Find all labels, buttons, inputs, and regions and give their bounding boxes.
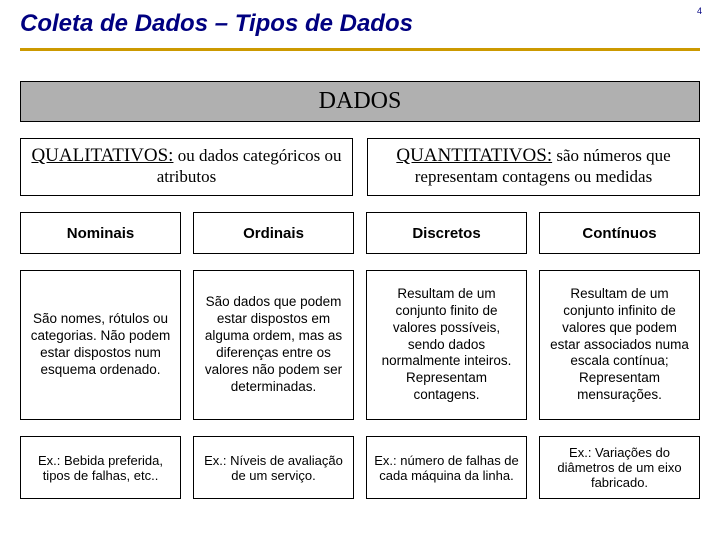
examples-row: Ex.: Bebida preferida, tipos de falhas, … (20, 436, 700, 499)
col-nominais-example: Ex.: Bebida preferida, tipos de falhas, … (20, 436, 181, 499)
content-area: DADOS QUALITATIVOS: ou dados categóricos… (0, 51, 720, 499)
col-nominais-desc: São nomes, rótulos ou categorias. Não po… (20, 270, 181, 420)
qualitativos-rest: ou dados categóricos ou atributos (157, 146, 342, 186)
col-continuos-name: Contínuos (539, 212, 700, 254)
col-discretos-example: Ex.: número de falhas de cada máquina da… (366, 436, 527, 499)
col-discretos-desc: Resultam de um conjunto finito de valore… (366, 270, 527, 420)
col-nominais-name: Nominais (20, 212, 181, 254)
col-ordinais-desc: São dados que podem estar dispostos em a… (193, 270, 354, 420)
page-number: 4 (697, 6, 702, 16)
col-continuos-example: Ex.: Variações do diâmetros de um eixo f… (539, 436, 700, 499)
col-ordinais-name: Ordinais (193, 212, 354, 254)
title-area: Coleta de Dados – Tipos de Dados (0, 0, 720, 46)
col-ordinais-example: Ex.: Níveis de avaliação de um serviço. (193, 436, 354, 499)
qualitativos-lead: QUALITATIVOS: (31, 145, 173, 166)
quantitativos-box: QUANTITATIVOS: são números que represent… (367, 138, 700, 196)
type-names-row: Nominais Ordinais Discretos Contínuos (20, 212, 700, 254)
col-discretos-name: Discretos (366, 212, 527, 254)
qualitativos-box: QUALITATIVOS: ou dados categóricos ou at… (20, 138, 353, 196)
category-row: QUALITATIVOS: ou dados categóricos ou at… (20, 138, 700, 196)
slide-title: Coleta de Dados – Tipos de Dados (20, 10, 700, 38)
quantitativos-lead: QUANTITATIVOS: (396, 145, 552, 166)
descriptions-row: São nomes, rótulos ou categorias. Não po… (20, 270, 700, 420)
slide: 4 Coleta de Dados – Tipos de Dados DADOS… (0, 0, 720, 540)
col-continuos-desc: Resultam de um conjunto infinito de valo… (539, 270, 700, 420)
dados-header-box: DADOS (20, 81, 700, 122)
